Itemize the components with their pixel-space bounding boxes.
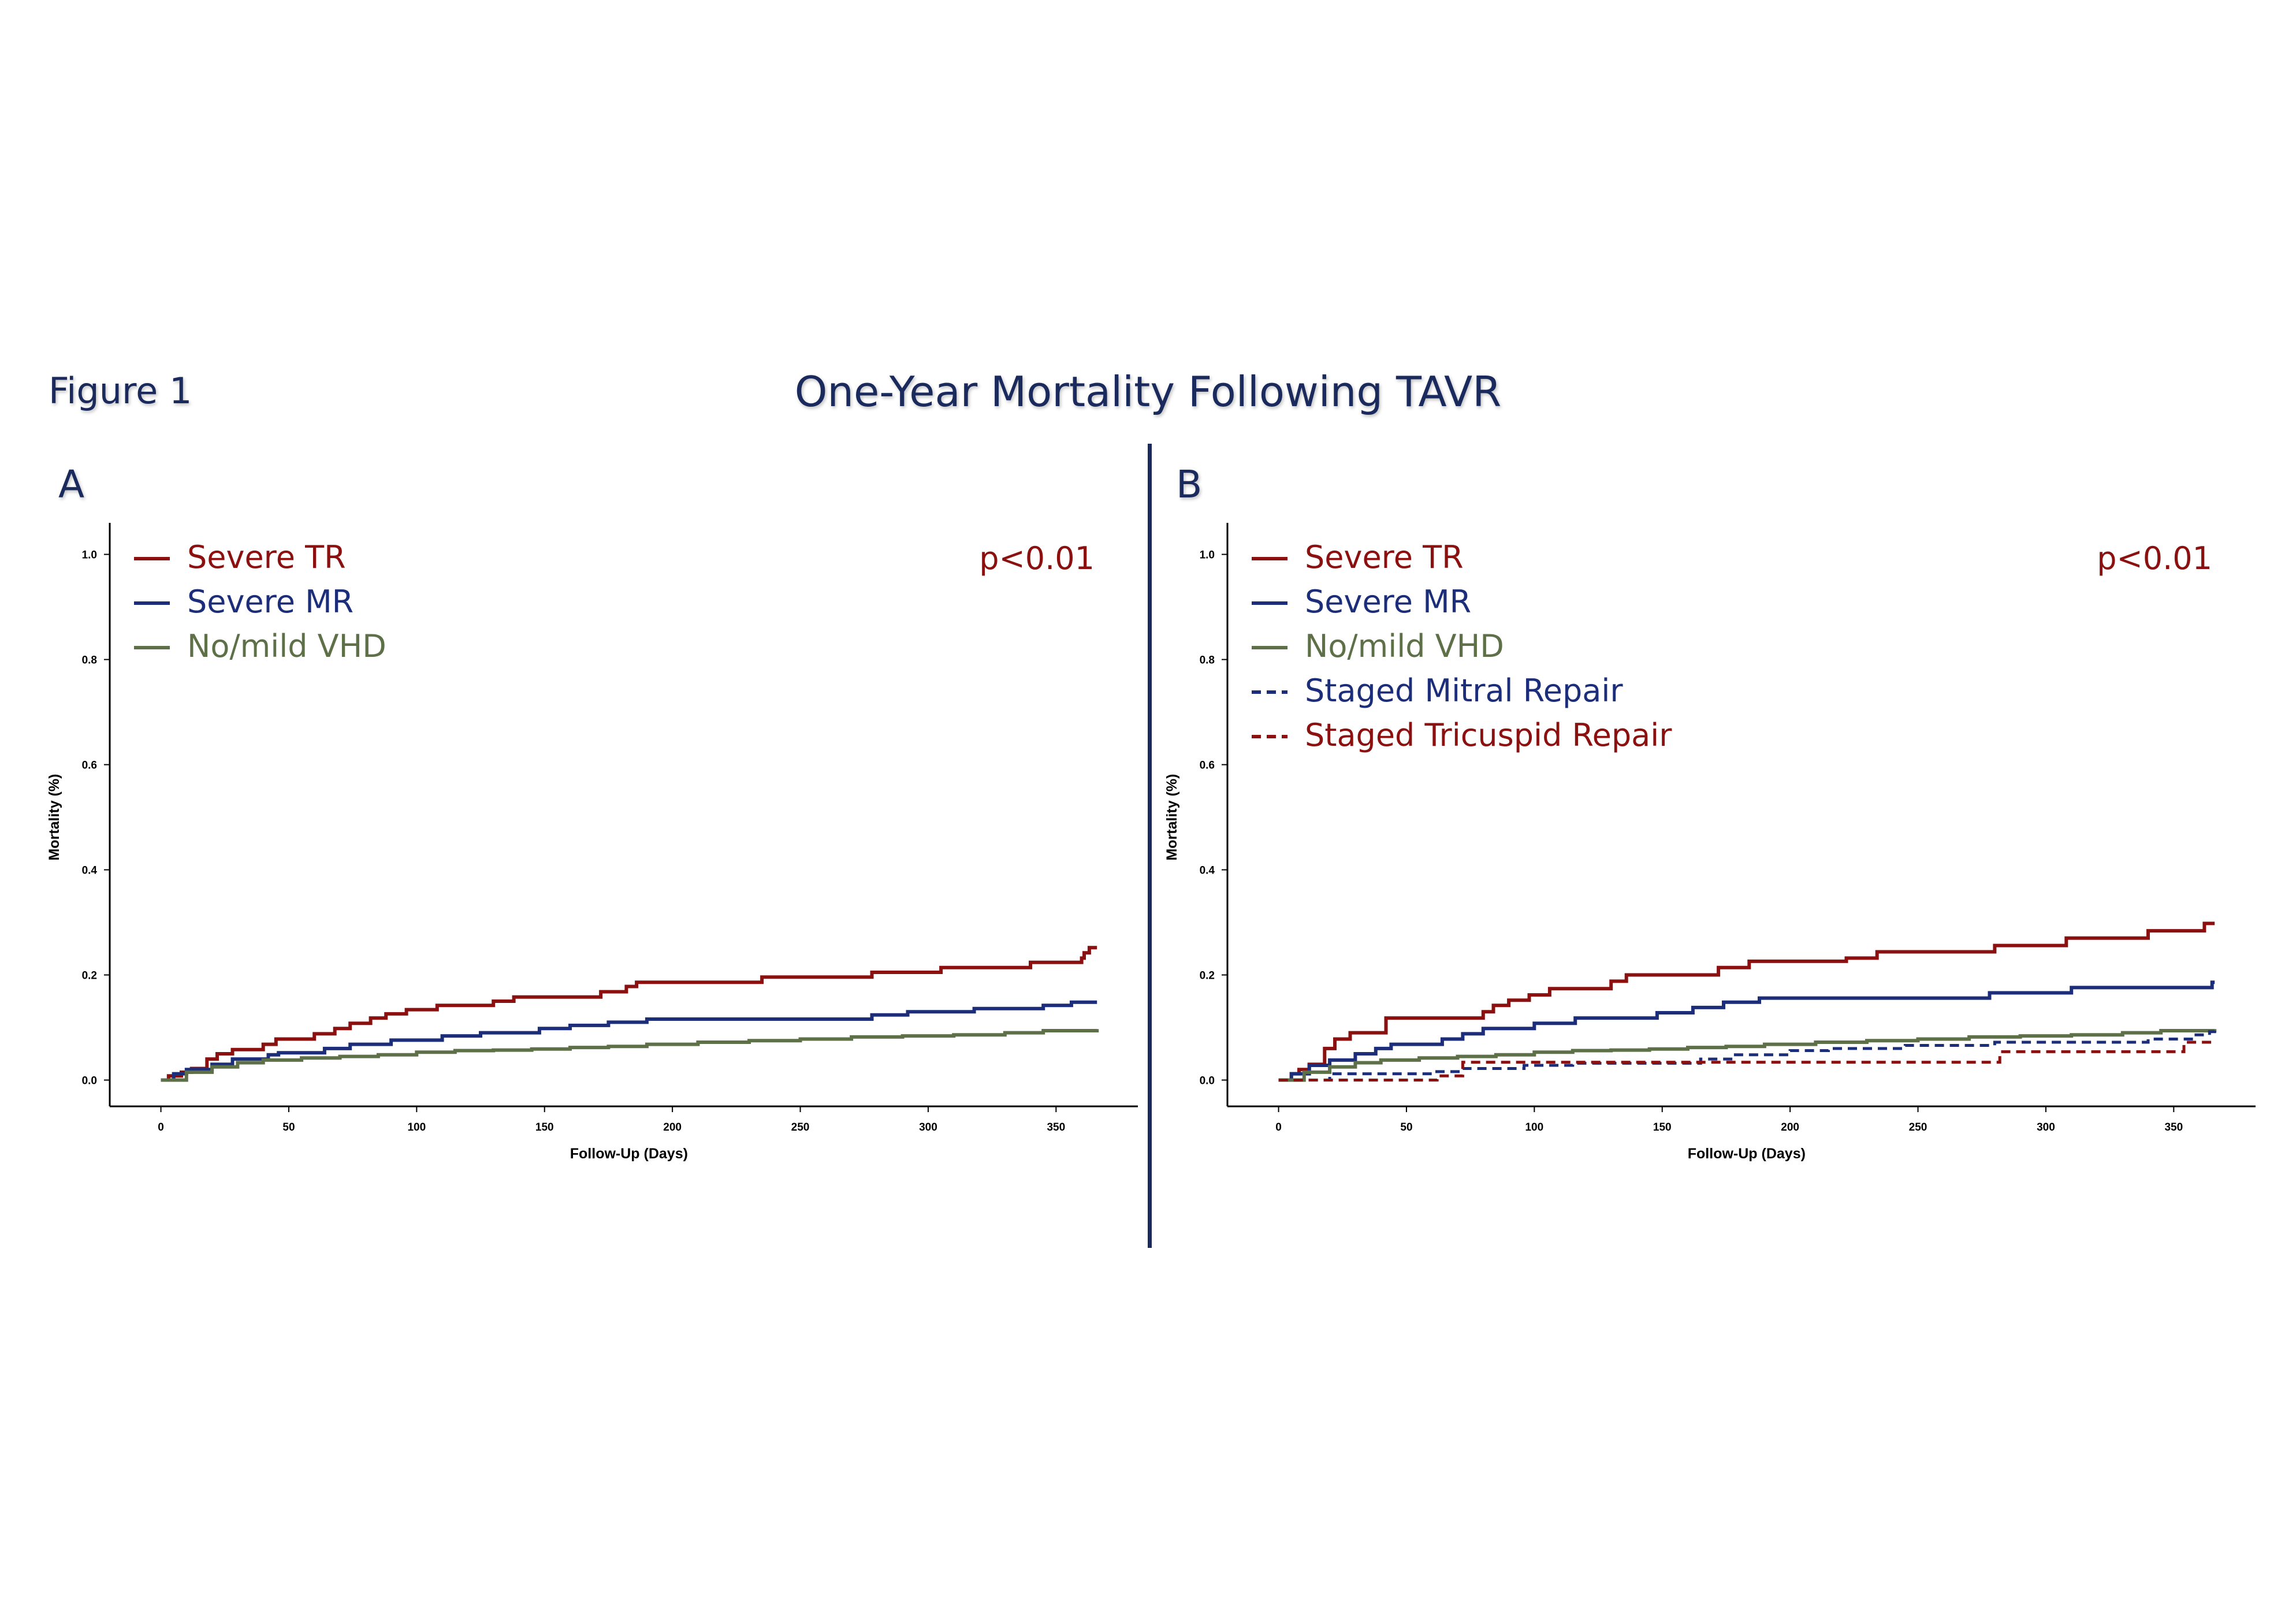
panel-letter-b: B bbox=[1176, 462, 1203, 507]
series-line-severe-tr bbox=[161, 946, 1097, 1082]
legend-label: Severe MR bbox=[1305, 584, 1471, 620]
chart-panel-a: 0 50 100 150 200 250 300 350 0.0 0.2 0.4 0.6 0.8 1.0 F… bbox=[46, 523, 1138, 1162]
x-axis-title: Follow-Up (Days) bbox=[570, 1146, 688, 1162]
y-axis-title: Mortality (%) bbox=[1164, 774, 1180, 861]
y-tick-label: 0.6 bbox=[1200, 760, 1215, 772]
legend-label: Severe MR bbox=[187, 584, 353, 620]
legend-label: Staged Mitral Repair bbox=[1305, 672, 1623, 709]
x-tick-label: 250 bbox=[791, 1121, 810, 1134]
x-tick-label: 300 bbox=[2037, 1121, 2055, 1134]
x-tick-label: 50 bbox=[282, 1121, 295, 1134]
x-tick-label: 100 bbox=[407, 1121, 426, 1134]
x-tick-label: 300 bbox=[919, 1121, 937, 1134]
panel-letter-a: A bbox=[58, 462, 85, 507]
x-tick-label: 350 bbox=[1047, 1121, 1065, 1134]
y-tick-label: 0.4 bbox=[82, 865, 98, 877]
x-tick-label: 200 bbox=[663, 1121, 682, 1134]
y-tick-label: 1.0 bbox=[1200, 549, 1215, 562]
y-axis-title: Mortality (%) bbox=[46, 774, 62, 861]
x-tick-label: 150 bbox=[535, 1121, 554, 1134]
y-tick-label: 0.2 bbox=[1200, 970, 1215, 982]
figure-title: One-Year Mortality Following TAVR bbox=[794, 367, 1502, 416]
series-line-no-mild-vhd bbox=[1278, 1029, 2217, 1082]
y-tick-label: 1.0 bbox=[82, 549, 97, 562]
series-line-staged-tricuspid-repair bbox=[1278, 1040, 2215, 1082]
x-tick-label: 150 bbox=[1653, 1121, 1672, 1134]
y-tick-label: 0.4 bbox=[1200, 865, 1215, 877]
legend-label: No/mild VHD bbox=[187, 628, 386, 664]
series-line-no-mild-vhd bbox=[161, 1029, 1099, 1082]
series-line-severe-mr bbox=[1278, 980, 2215, 1082]
series-line-severe-mr bbox=[161, 1000, 1097, 1082]
x-axis-title: Follow-Up (Days) bbox=[1688, 1146, 1806, 1162]
x-tick-label: 250 bbox=[1909, 1121, 1927, 1134]
series-line-severe-tr bbox=[1278, 921, 2215, 1082]
y-tick-label: 0.8 bbox=[1200, 655, 1215, 667]
panel-divider bbox=[1148, 444, 1152, 1248]
legend-label: Staged Tricuspid Repair bbox=[1305, 717, 1672, 753]
p-value-annotation: p<0.01 bbox=[979, 540, 1095, 577]
y-tick-label: 0.0 bbox=[1200, 1075, 1215, 1087]
y-tick-label: 0.8 bbox=[82, 655, 97, 667]
legend-label: Severe TR bbox=[1305, 539, 1464, 575]
legend-label: No/mild VHD bbox=[1305, 628, 1504, 664]
y-tick-label: 0.2 bbox=[82, 970, 97, 982]
chart-panel-b: 0 50 100 150 200 250 300 350 0.0 0.2 0.4 0.6 0.8 1.0 F… bbox=[1164, 523, 2256, 1162]
figure-label: Figure 1 bbox=[49, 370, 192, 412]
y-tick-label: 0.6 bbox=[82, 760, 97, 772]
p-value-annotation: p<0.01 bbox=[2097, 540, 2212, 577]
x-tick-label: 100 bbox=[1525, 1121, 1543, 1134]
y-tick-label: 0.0 bbox=[82, 1075, 97, 1087]
x-tick-label: 50 bbox=[1400, 1121, 1412, 1134]
x-tick-label: 200 bbox=[1781, 1121, 1799, 1134]
x-tick-label: 0 bbox=[1275, 1121, 1282, 1134]
legend-label: Severe TR bbox=[187, 539, 346, 575]
x-tick-label: 350 bbox=[2164, 1121, 2183, 1134]
x-tick-label: 0 bbox=[158, 1121, 164, 1134]
